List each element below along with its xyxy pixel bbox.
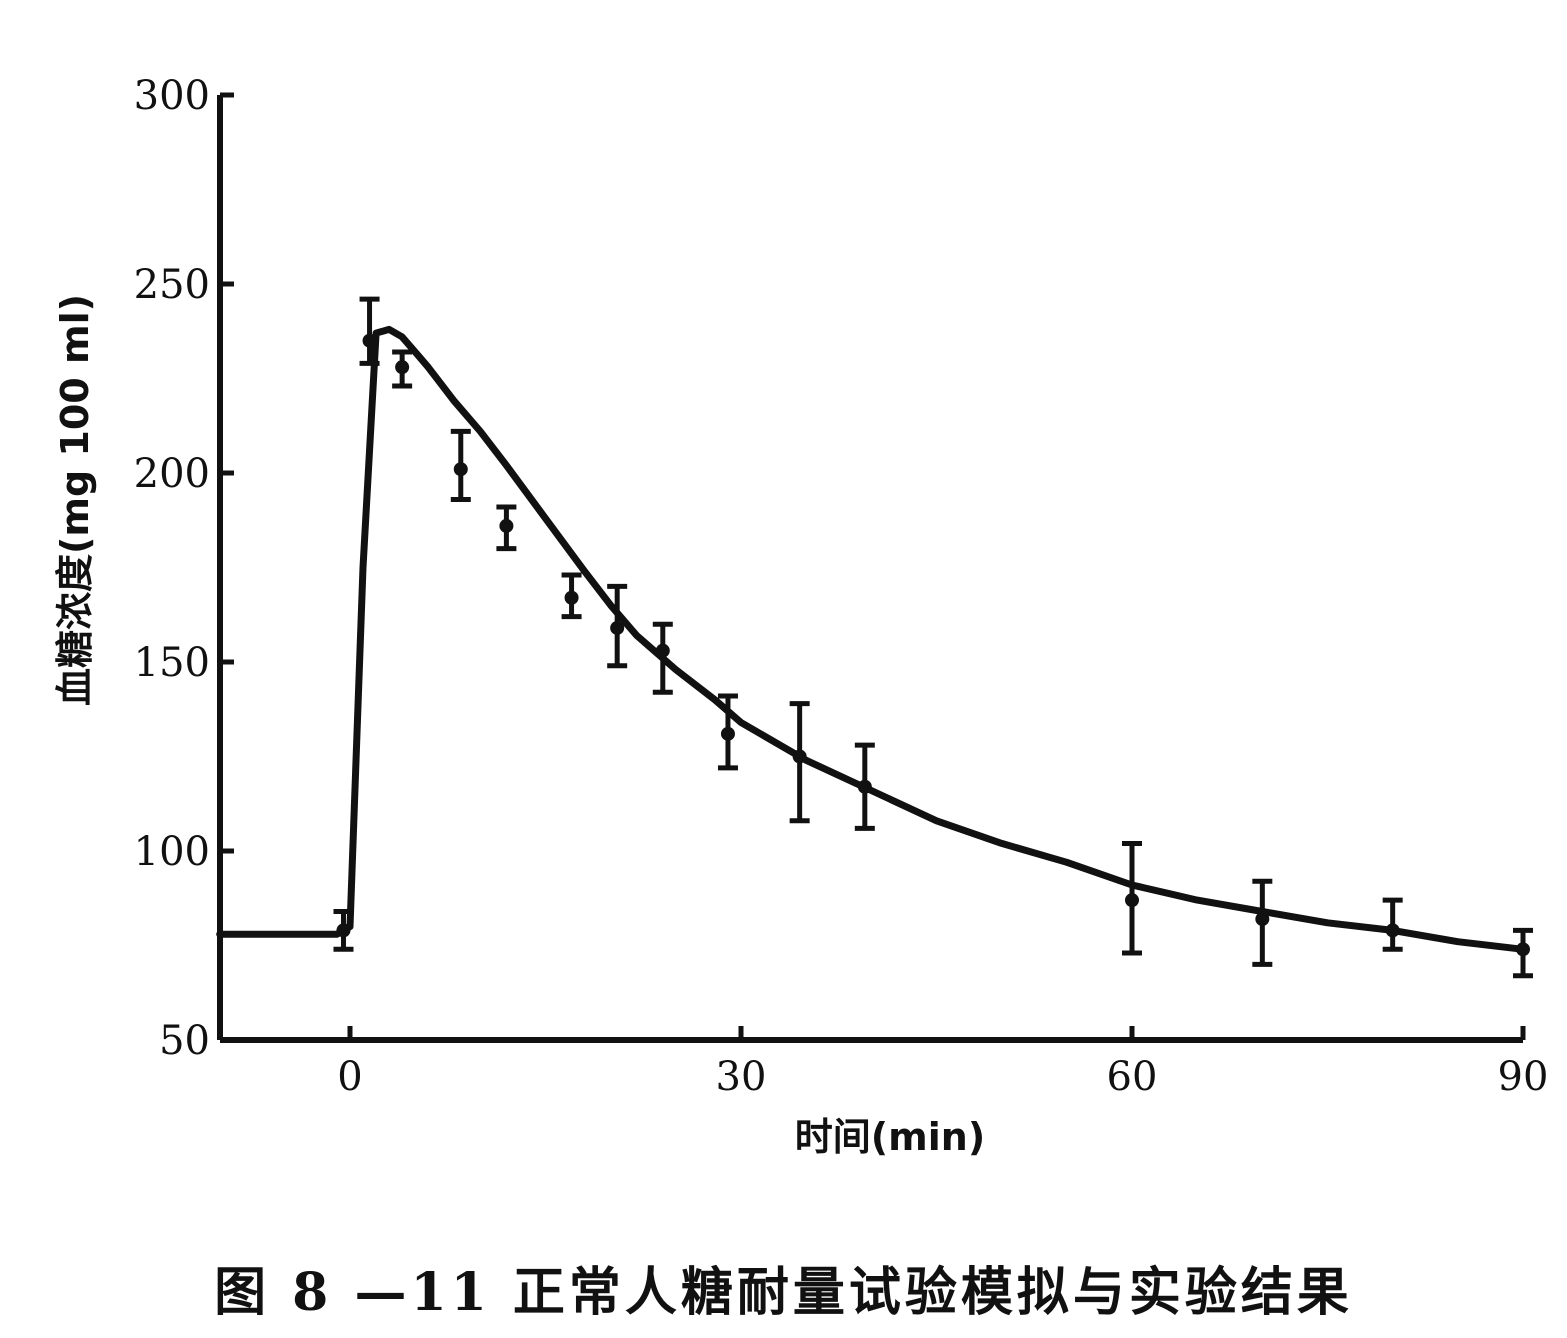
data-marker [362,333,377,348]
x-tick-label: 60 [1107,1054,1158,1100]
data-marker [499,518,514,533]
data-point [359,296,380,366]
data-marker [1125,893,1139,908]
data-marker [1385,923,1400,938]
axis-ticks: 50 100 150 200 250 300 0 30 60 90 [134,73,1549,1100]
data-marker [453,462,468,477]
simulation-curve [216,325,1527,953]
data-point [652,621,673,695]
simulation-curve-layer [216,325,1527,953]
figure-caption: 图 8 —11 正常人糖耐量试验模拟与实验结果 [214,1262,1353,1323]
y-axis-title: 血糖浓度(mg 100 ml) [53,294,97,706]
x-tick-label: 30 [716,1054,767,1100]
data-point [561,572,582,620]
data-point [1122,840,1142,956]
data-point [1513,927,1533,979]
data-marker [792,749,807,764]
y-tick-label: 250 [134,262,210,308]
y-tick-label: 100 [134,829,210,875]
data-point [607,583,628,669]
data-marker [1516,942,1530,957]
y-tick-label: 150 [134,640,210,686]
data-marker [395,360,410,375]
data-point [333,908,354,952]
x-tick-label: 90 [1498,1054,1549,1100]
y-tick-label: 50 [159,1018,210,1064]
data-point [1252,878,1273,967]
x-tick-label: 0 [337,1054,362,1100]
y-tick-label: 300 [134,73,210,119]
data-points-layer [333,296,1533,979]
y-tick-label: 200 [134,451,210,497]
data-point [392,349,413,389]
data-marker [1255,912,1270,927]
data-point [496,504,517,552]
data-point [789,701,810,824]
data-marker [655,643,670,658]
data-point [854,742,875,831]
data-marker [857,779,872,794]
data-marker [610,620,625,635]
data-marker [564,590,579,605]
x-axis-title: 时间(min) [795,1115,985,1159]
axes [217,95,1523,1043]
data-point [450,428,471,502]
data-marker [720,726,735,741]
data-marker [336,923,351,938]
data-point [1382,897,1403,952]
data-point [717,693,738,771]
